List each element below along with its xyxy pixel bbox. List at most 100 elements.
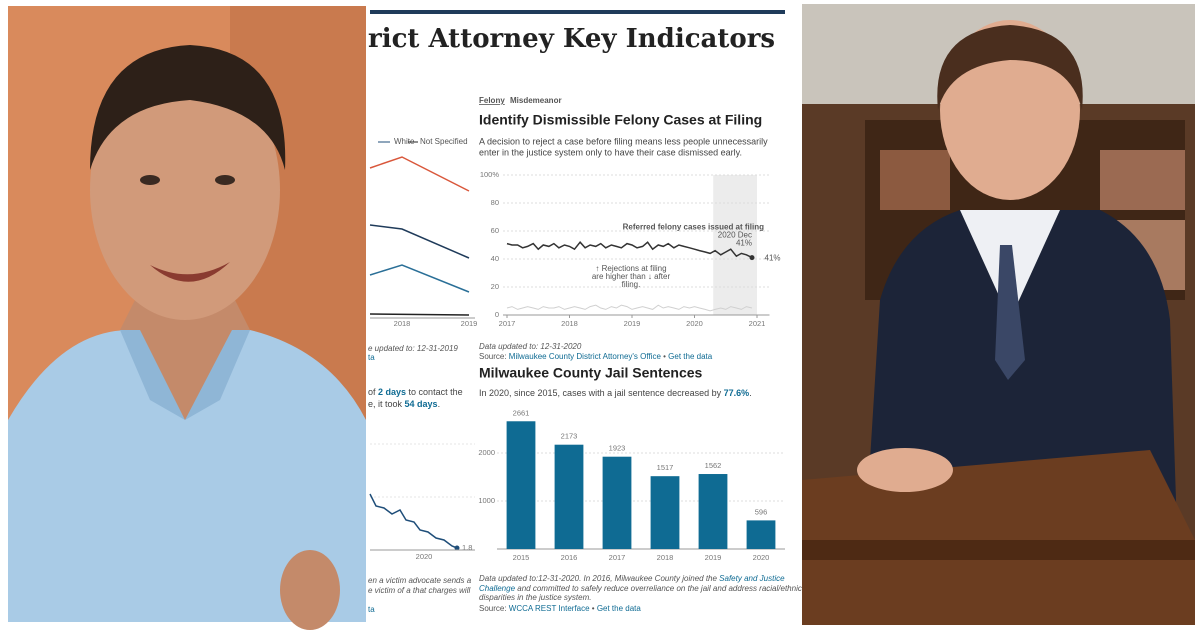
text: of (368, 387, 378, 397)
note-line: e victim of a that charges will (368, 586, 470, 595)
legend-label: White (394, 137, 415, 146)
highlight: 2 days (378, 387, 406, 397)
books (1100, 150, 1185, 210)
note-line: Data updated to:12-31-2020. In 2016, Mil… (479, 574, 785, 583)
text-line: of 2 days to contact the (368, 387, 463, 397)
value-label: 596 (755, 507, 768, 516)
updated-note: Data updated to: 12-31-2020 (479, 342, 582, 351)
text-line: e, it took 54 days. (368, 399, 440, 409)
y-tick-label: 100% (480, 170, 500, 179)
x-tick-label: 2019 (624, 319, 641, 328)
value-label: 1923 (609, 444, 626, 453)
y-tick-label: 2000 (478, 448, 495, 457)
desk-edge (802, 540, 1195, 560)
line (506, 304, 753, 312)
end-point (749, 255, 755, 261)
chart-subtitle: A decision to reject a case before filin… (479, 136, 768, 146)
updated-note: e updated to: 12-31-2019 (368, 344, 458, 353)
link[interactable]: ta (368, 353, 375, 362)
annotation: 2020 Dec (718, 231, 752, 240)
text: Data updated to:12-31-2020. (479, 574, 584, 583)
dashboard-panel: rict Attorney Key Indicators White Not S… (368, 10, 802, 614)
link[interactable]: Challenge (479, 584, 516, 593)
bar (698, 474, 728, 549)
desk (802, 450, 1195, 625)
value-label: 1562 (705, 461, 722, 470)
highlight: 77.6% (724, 388, 750, 398)
link[interactable]: Milwaukee County District Attorney's Off… (509, 352, 662, 361)
x-tick-label: 2020 (753, 553, 770, 562)
chart-title: Identify Dismissible Felony Cases at Fil… (479, 112, 762, 128)
line (369, 493, 458, 549)
chart-title: Milwaukee County Jail Sentences (479, 365, 703, 381)
tab[interactable]: Misdemeanor (510, 96, 562, 105)
hand (857, 448, 953, 492)
legend-label: Not Specified (420, 137, 468, 146)
note: ↑ Rejections at filing (595, 264, 666, 273)
hand (280, 550, 340, 630)
text: Source: (479, 604, 509, 613)
x-tick-label: 2016 (561, 553, 578, 562)
text: In 2020, since 2015, cases with a jail s… (479, 388, 724, 398)
note-line: disparities in the justice system. (479, 593, 592, 602)
chart-subtitle: In 2020, since 2015, cases with a jail s… (479, 388, 752, 398)
annotation: Referred felony cases issued at filing (623, 223, 764, 232)
text: . (749, 388, 752, 398)
y-tick-label: 20 (491, 282, 499, 291)
tab[interactable]: Felony (479, 96, 505, 105)
value-label: 1517 (657, 463, 674, 472)
source: Source: WCCA REST Interface • Get the da… (479, 604, 641, 613)
shirt (8, 330, 366, 622)
end-point (454, 545, 460, 551)
x-tick-label: 2018 (561, 319, 578, 328)
y-tick-label: 0 (495, 310, 499, 319)
line (369, 313, 470, 316)
face (90, 60, 280, 320)
right-photo (802, 4, 1195, 625)
link[interactable]: Get the data (668, 352, 713, 361)
bar (602, 456, 632, 549)
charts: 0 20 40 60 80 100% 2017 2018 2019 2020 2021 Referre… (478, 170, 785, 562)
eye (140, 175, 160, 185)
end-label: 1.8 (462, 543, 472, 552)
annotation: 41% (765, 254, 781, 263)
x-tick-label: 2020 (686, 319, 703, 328)
hair (937, 25, 1083, 110)
link[interactable]: Safety and Justice (719, 574, 785, 583)
x-tick-label: 2021 (749, 319, 766, 328)
bar (506, 421, 536, 549)
text: In 2016, Milwaukee County joined the (584, 574, 720, 583)
line (506, 241, 753, 259)
chart-subtitle: enter in the justice system only to have… (479, 147, 742, 157)
link[interactable]: ta (368, 605, 375, 614)
y-tick-label: 1000 (478, 496, 495, 505)
x-tick-label: 2018 (394, 319, 411, 328)
link[interactable]: WCCA REST Interface (509, 604, 590, 613)
line (369, 224, 470, 259)
hair (90, 45, 286, 170)
x-tick-label: 2019 (705, 553, 722, 562)
bar (650, 476, 680, 549)
y-tick-label: 60 (491, 226, 499, 235)
x-tick-label: 2015 (513, 553, 530, 562)
x-tick-label: 2019 (461, 319, 478, 328)
mouth (150, 262, 230, 282)
y-tick-label: 80 (491, 198, 499, 207)
link[interactable]: Get the data (597, 604, 642, 613)
text: to contact the (406, 387, 463, 397)
text: • (590, 604, 597, 613)
text: e, it took (368, 399, 405, 409)
note: are higher than ↓ after (592, 272, 671, 281)
top-bar (370, 10, 785, 14)
bar (746, 520, 776, 549)
left-photo (8, 6, 366, 630)
x-tick-label: 2020 (416, 552, 433, 561)
neck (120, 300, 250, 420)
tie (995, 245, 1025, 380)
bar (554, 444, 584, 549)
books (880, 150, 950, 210)
note-line: Challenge and committed to safely reduce… (479, 584, 802, 593)
text: • (661, 352, 668, 361)
x-tick-label: 2017 (609, 553, 626, 562)
